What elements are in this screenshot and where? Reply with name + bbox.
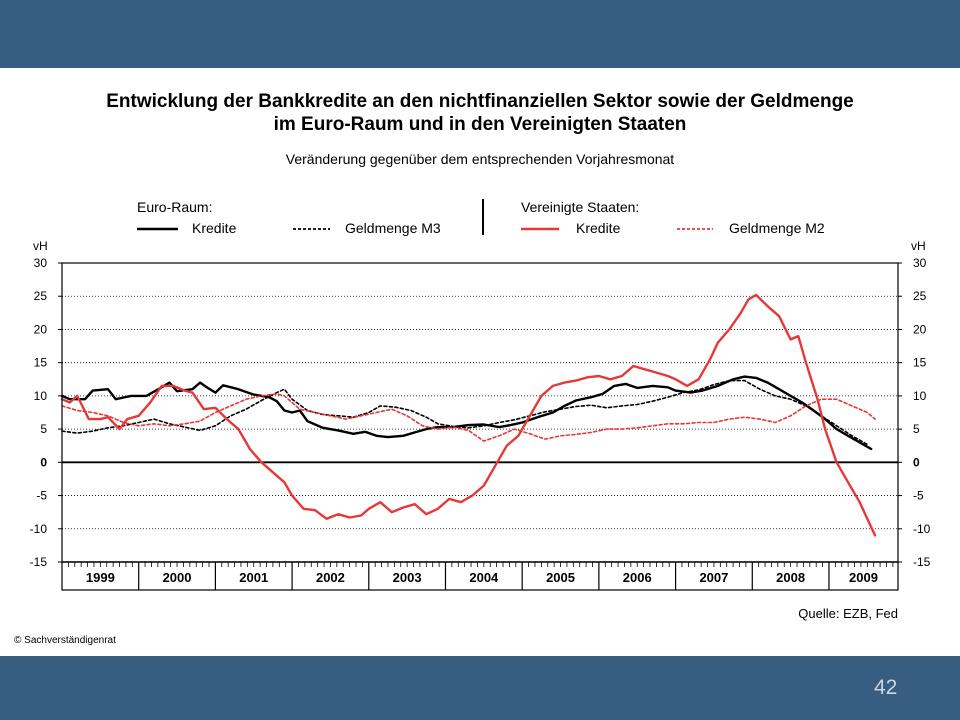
x-axis: 1999 2000 2001 2002 2003 2004 2005 2006 2007 2008… bbox=[61, 561, 899, 591]
copyright-note: © Sachverständigenrat bbox=[14, 635, 116, 646]
x-tick-label-year: 2006 bbox=[623, 570, 652, 585]
series-line-3 bbox=[61, 393, 876, 442]
chart-title: Entwicklung der Bankkredite an den nicht… bbox=[0, 90, 960, 136]
x-tick-label-year: 2001 bbox=[239, 570, 268, 585]
legend-label-euro-kredite: Kredite bbox=[192, 220, 237, 236]
y-tick-label-left: 30 bbox=[34, 256, 48, 270]
y-tick-label-left: -10 bbox=[30, 522, 48, 536]
y-tick-label-right: -15 bbox=[913, 555, 931, 569]
source-note: Quelle: EZB, Fed bbox=[798, 606, 898, 621]
legend-group-us-title: Vereinigte Staaten: bbox=[521, 199, 639, 215]
x-tick-label-year: 2004 bbox=[469, 570, 499, 585]
series-line-2 bbox=[60, 293, 877, 537]
y-tick-label-left: 15 bbox=[34, 356, 48, 370]
slide-panel bbox=[0, 68, 960, 656]
y-tick-label-right: 10 bbox=[913, 389, 927, 403]
y-tick-label-left: 10 bbox=[34, 389, 48, 403]
x-tick-label-year: 1999 bbox=[86, 570, 115, 585]
chart-title-line-2: im Euro-Raum und in den Vereinigten Staa… bbox=[273, 114, 687, 135]
y-tick-label-right: 25 bbox=[913, 289, 927, 303]
y-tick-label-left: 0 bbox=[40, 455, 47, 469]
y-axis-ticks: -15 -15 -10 -10 -5 -5 0 0 5 5 10 10 15 15 20 20 25 25 30 30 bbox=[30, 256, 931, 569]
series-layer bbox=[60, 293, 877, 537]
grid bbox=[62, 295, 898, 530]
y-tick-label-left: -5 bbox=[36, 489, 47, 503]
y-tick-label-left: 20 bbox=[34, 322, 48, 336]
x-tick-label-year: 2002 bbox=[316, 570, 345, 585]
plot-frame bbox=[61, 262, 899, 563]
y-tick-label-left: -15 bbox=[30, 555, 48, 569]
y-tick-label-right: -5 bbox=[913, 489, 924, 503]
y-tick-label-right: 30 bbox=[913, 256, 927, 270]
chart-title-line-1: Entwicklung der Bankkredite an den nicht… bbox=[106, 91, 854, 112]
y-tick-label-right: 5 bbox=[913, 422, 920, 436]
page-number: 42 bbox=[874, 676, 898, 699]
y-tick-label-right: 0 bbox=[913, 455, 920, 469]
y-tick-label-left: 5 bbox=[40, 422, 47, 436]
x-tick-label-year: 2005 bbox=[546, 570, 575, 585]
x-tick-label-year: 2000 bbox=[163, 570, 192, 585]
chart-subtitle: Veränderung gegenüber dem entsprechenden… bbox=[285, 151, 675, 167]
legend-group-euro-title: Euro-Raum: bbox=[137, 199, 212, 215]
x-tick-label-year: 2003 bbox=[393, 570, 422, 585]
legend: Euro-Raum: Kredite Geldmenge M3 Vereinig… bbox=[137, 199, 825, 236]
x-tick-label-year: 2009 bbox=[849, 570, 878, 585]
y-tick-label-left: 25 bbox=[34, 289, 48, 303]
y-tick-label-right: 20 bbox=[913, 322, 927, 336]
y-unit-left: vH bbox=[33, 239, 48, 253]
y-tick-label-right: 15 bbox=[913, 356, 927, 370]
y-tick-label-right: -10 bbox=[913, 522, 931, 536]
legend-label-us-m2: Geldmenge M2 bbox=[729, 220, 825, 236]
legend-label-us-kredite: Kredite bbox=[576, 220, 621, 236]
series-line-0 bbox=[60, 375, 873, 451]
y-unit-right: vH bbox=[911, 239, 926, 253]
x-tick-label-year: 2007 bbox=[699, 570, 728, 585]
x-tick-label-year: 2008 bbox=[776, 570, 805, 585]
legend-label-euro-m3: Geldmenge M3 bbox=[345, 220, 441, 236]
